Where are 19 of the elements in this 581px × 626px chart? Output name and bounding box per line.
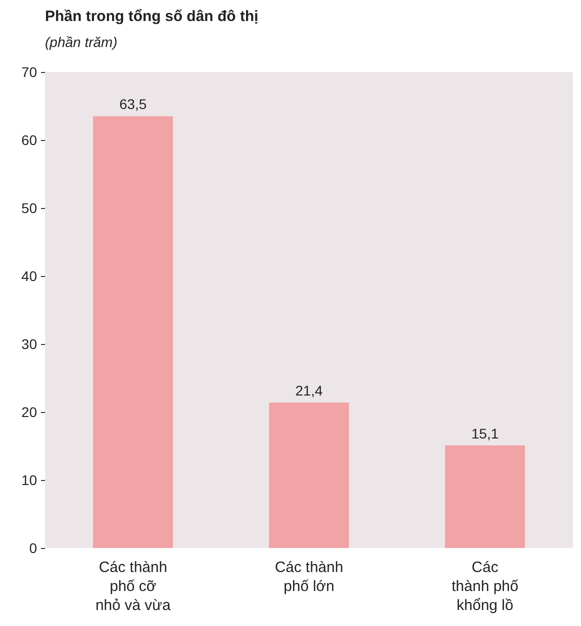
bar bbox=[269, 402, 349, 548]
y-tick-label: 0 bbox=[29, 540, 38, 556]
chart-title: Phần trong tổng số dân đô thị bbox=[45, 8, 258, 25]
data-label: 21,4 bbox=[295, 382, 323, 398]
y-tick-label: 70 bbox=[21, 64, 38, 80]
x-tick-label: Các thành phố lớn bbox=[274, 559, 344, 595]
x-tick-label: Các thành phố khổng lồ bbox=[452, 559, 520, 614]
y-tick-label: 40 bbox=[21, 268, 38, 284]
y-tick-label: 10 bbox=[21, 472, 38, 488]
y-tick-label: 50 bbox=[21, 200, 38, 216]
bar bbox=[93, 116, 173, 548]
bar bbox=[445, 445, 525, 548]
data-label: 15,1 bbox=[471, 425, 499, 442]
x-tick-label: Các thành phố cỡ nhỏ và vừa bbox=[95, 559, 172, 614]
chart-subtitle: (phần trăm) bbox=[45, 34, 118, 50]
y-tick-label: 20 bbox=[21, 404, 38, 420]
data-label: 63,5 bbox=[119, 96, 147, 112]
y-tick-label: 60 bbox=[21, 132, 38, 148]
y-tick-label: 30 bbox=[21, 336, 38, 352]
